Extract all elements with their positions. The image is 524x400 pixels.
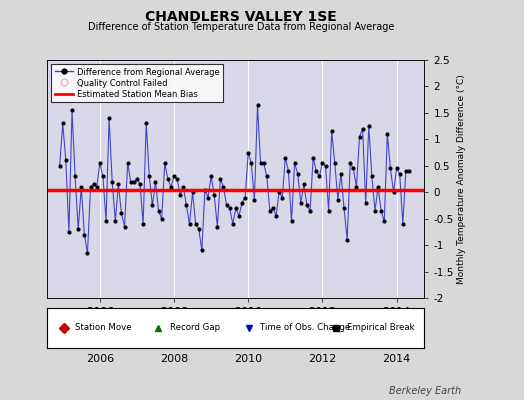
Text: CHANDLERS VALLEY 1SE: CHANDLERS VALLEY 1SE: [145, 10, 337, 24]
Text: Time of Obs. Change: Time of Obs. Change: [260, 324, 351, 332]
Text: 2010: 2010: [234, 354, 263, 364]
Text: 2012: 2012: [308, 354, 336, 364]
Text: Difference of Station Temperature Data from Regional Average: Difference of Station Temperature Data f…: [88, 22, 394, 32]
Text: Empirical Break: Empirical Break: [347, 324, 414, 332]
Y-axis label: Monthly Temperature Anomaly Difference (°C): Monthly Temperature Anomaly Difference (…: [456, 74, 466, 284]
Text: 2008: 2008: [160, 354, 188, 364]
Text: Berkeley Earth: Berkeley Earth: [389, 386, 461, 396]
Text: 2006: 2006: [86, 354, 114, 364]
Text: Record Gap: Record Gap: [170, 324, 220, 332]
Text: Station Move: Station Move: [75, 324, 132, 332]
Legend: Difference from Regional Average, Quality Control Failed, Estimated Station Mean: Difference from Regional Average, Qualit…: [51, 64, 223, 102]
Text: 2014: 2014: [383, 354, 411, 364]
